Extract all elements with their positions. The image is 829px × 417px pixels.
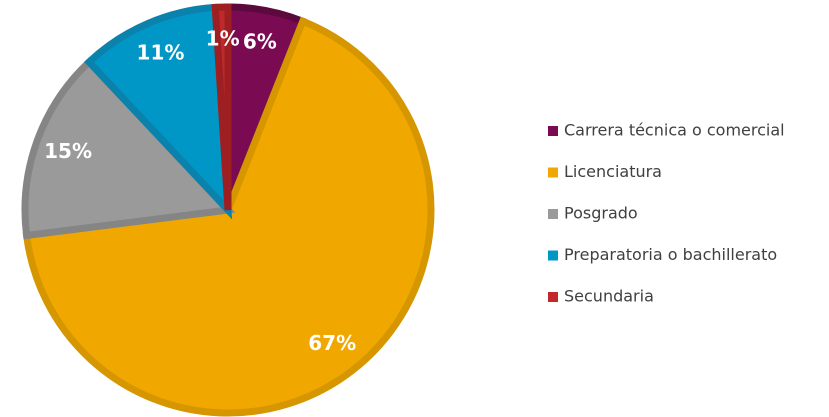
pie-slice [22,16,435,417]
data-label: 1% [206,27,240,51]
legend-swatch [548,292,558,302]
pie-slice [84,3,233,220]
data-label: 15% [44,139,92,163]
legend-swatch [548,167,558,178]
legend-swatch [548,250,558,261]
legend-label: Preparatoria o bachillerato [564,245,777,264]
legend-label: Licenciatura [564,162,662,181]
pie-slice [21,57,236,240]
data-label: 67% [308,331,356,355]
legend-label: Secundaria [564,287,654,306]
legend-swatch [548,209,558,219]
legend-swatch [548,126,558,136]
pie-slice [211,3,232,211]
data-label: 11% [137,40,185,64]
legend-label: Posgrado [564,204,638,223]
legend-label: Carrera técnica o comercial [564,121,785,140]
data-label: 6% [243,30,277,54]
